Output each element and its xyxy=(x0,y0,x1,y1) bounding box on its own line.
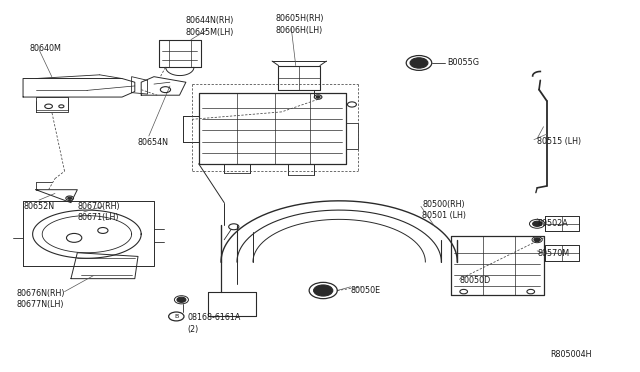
Text: R805004H: R805004H xyxy=(550,350,591,359)
Circle shape xyxy=(532,221,541,227)
Circle shape xyxy=(534,238,540,241)
Text: 80515 (LH): 80515 (LH) xyxy=(537,137,581,146)
Text: 80502A: 80502A xyxy=(537,219,568,228)
Text: 80670(RH)
80671(LH): 80670(RH) 80671(LH) xyxy=(77,202,120,222)
Text: 80676N(RH)
80677N(LH): 80676N(RH) 80677N(LH) xyxy=(17,289,65,310)
Circle shape xyxy=(68,197,72,199)
Text: 80644N(RH)
80645M(LH): 80644N(RH) 80645M(LH) xyxy=(186,16,234,37)
Text: B0055G: B0055G xyxy=(448,58,480,67)
Text: 08168-6161A
(2): 08168-6161A (2) xyxy=(187,313,241,334)
Circle shape xyxy=(316,96,320,98)
Text: 80654N: 80654N xyxy=(138,138,169,147)
Text: 80050E: 80050E xyxy=(351,286,381,295)
Text: 80605H(RH)
80606H(LH): 80605H(RH) 80606H(LH) xyxy=(275,15,324,35)
Text: 80500(RH)
80501 (LH): 80500(RH) 80501 (LH) xyxy=(422,200,466,221)
Text: 80652N: 80652N xyxy=(23,202,54,211)
Circle shape xyxy=(410,58,428,68)
Circle shape xyxy=(177,297,186,302)
Circle shape xyxy=(314,285,333,296)
Text: 80570M: 80570M xyxy=(537,249,569,258)
Text: 80050D: 80050D xyxy=(460,276,490,285)
Text: 80640M: 80640M xyxy=(29,44,61,53)
Text: B: B xyxy=(174,314,179,319)
